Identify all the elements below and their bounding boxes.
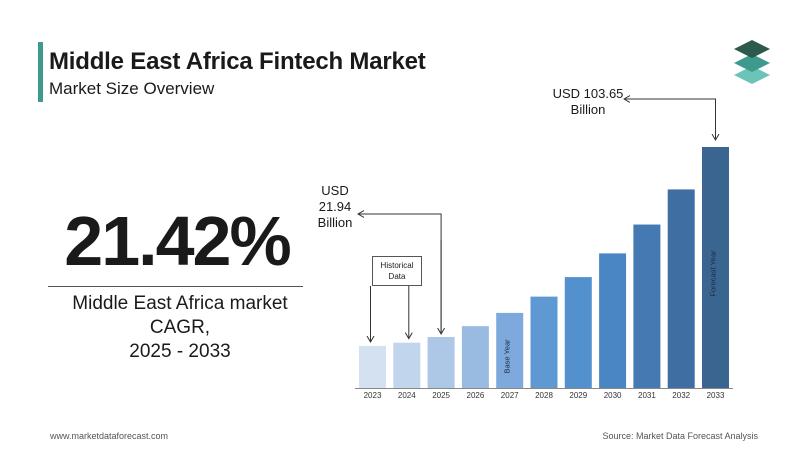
x-tick-label-2027: 2027 [501, 391, 519, 400]
bar-2033 [702, 147, 729, 388]
bar-2024 [393, 342, 421, 388]
cagr-desc-line2: CAGR, [149, 317, 211, 338]
x-tick-label-2030: 2030 [604, 391, 622, 400]
start-callout-line1: USD [321, 183, 349, 198]
x-tick-label-2033: 2033 [707, 391, 725, 400]
end-value-callout: USD 103.65 Billion [545, 86, 631, 118]
bar-2030 [599, 253, 627, 388]
historical-label-line2: Data [388, 272, 406, 281]
x-tick-label-2026: 2026 [467, 391, 485, 400]
x-tick-label-2029: 2029 [569, 391, 587, 400]
logo-layer-middle [734, 54, 770, 72]
cagr-description: Middle East Africa market CAGR, 2025 - 2… [40, 292, 320, 364]
bar-2023 [359, 345, 386, 388]
bar-2027 [496, 312, 524, 388]
logo-layer-bottom [734, 66, 770, 84]
bar-2026 [461, 326, 489, 388]
bar-annotation-2027: Base Year [503, 339, 512, 374]
start-value-callout: USD 21.94 Billion [312, 183, 358, 231]
bar-2025 [427, 336, 455, 388]
page-title: Middle East Africa Fintech Market [49, 48, 426, 75]
brand-logo-icon [734, 40, 770, 84]
x-tick-label-2028: 2028 [535, 391, 553, 400]
start-callout-line3: Billion [317, 215, 353, 230]
logo-layer-top [734, 40, 770, 58]
cagr-desc-line1: Middle East Africa market [72, 293, 288, 314]
cagr-divider [48, 286, 303, 287]
bar-annotation-2033: Forecast Year [709, 250, 718, 297]
bar-2029 [564, 277, 592, 388]
x-tick-label-2023: 2023 [364, 391, 382, 400]
title-accent-bar [38, 42, 43, 102]
x-tick-label-2032: 2032 [672, 391, 690, 400]
x-tick-label-2031: 2031 [638, 391, 656, 400]
footer-source: Source: Market Data Forecast Analysis [602, 431, 758, 441]
bar-2028 [530, 296, 558, 388]
cagr-value: 21.42% [64, 202, 291, 280]
x-tick-label-2025: 2025 [432, 391, 450, 400]
historical-label-line1: Historical [380, 261, 414, 270]
end-callout-connector [627, 98, 716, 140]
historical-data-label: Historical Data [372, 256, 422, 286]
bar-2031 [633, 224, 661, 388]
start-callout-line2: 21.94 [318, 199, 352, 214]
end-callout-line1: USD 103.65 [552, 86, 624, 101]
x-tick-label-2024: 2024 [398, 391, 416, 400]
footer-website: www.marketdataforecast.com [50, 431, 169, 441]
end-callout-line2: Billion [570, 102, 606, 117]
bar-2032 [667, 189, 695, 388]
page-subtitle: Market Size Overview [49, 79, 215, 98]
cagr-desc-line3: 2025 - 2033 [129, 341, 231, 362]
